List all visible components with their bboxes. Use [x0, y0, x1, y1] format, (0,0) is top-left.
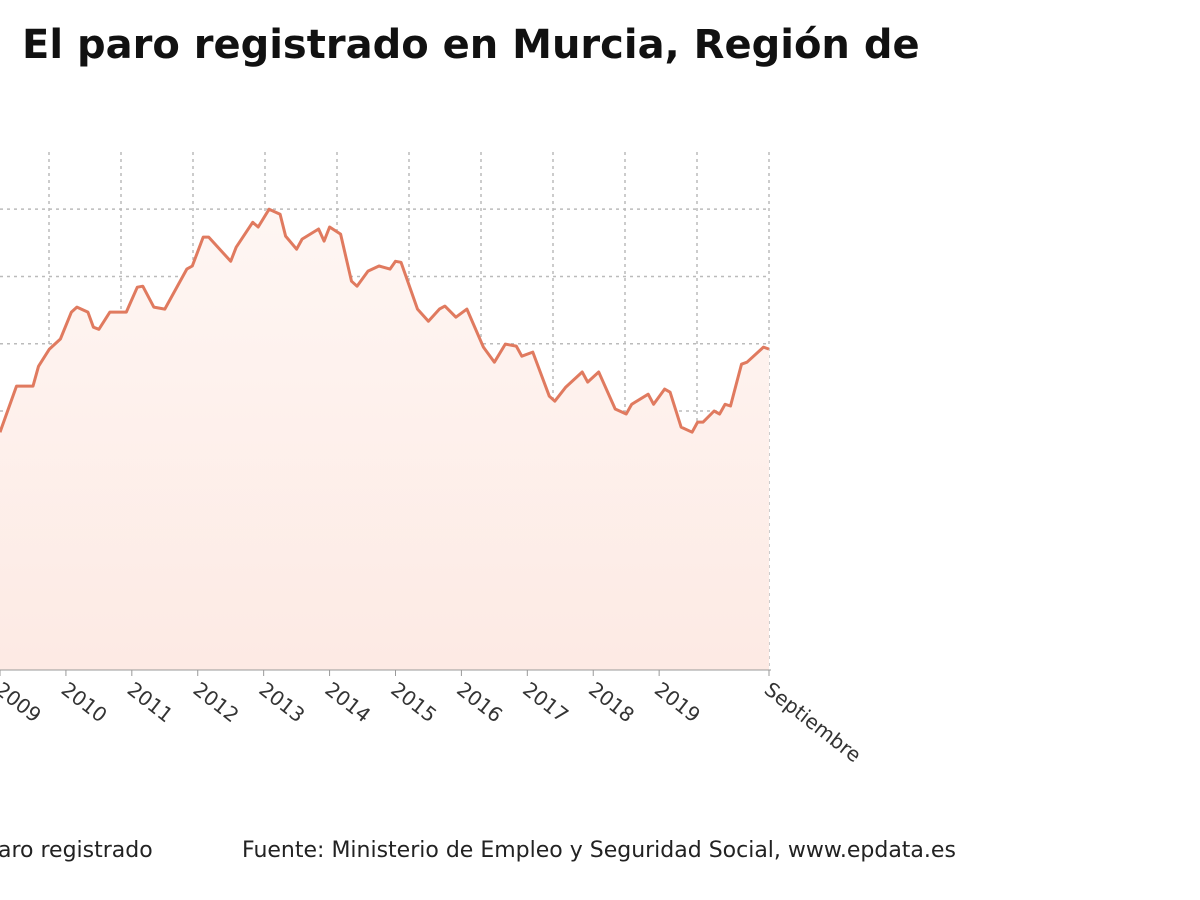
area-fill	[0, 209, 769, 670]
x-tick-label: 2019	[650, 677, 705, 727]
legend-label: aro registrado	[0, 838, 153, 863]
x-tick-label: 2014	[320, 677, 375, 727]
x-tick-label: Septiembre	[760, 677, 866, 767]
x-tick-label: 2010	[57, 677, 112, 727]
x-ticks: 2009 2010 2011 2012 2013 2014 2015 2016 2017 2018…	[0, 670, 866, 767]
x-tick-label: 2011	[123, 677, 178, 727]
x-tick-label: 2016	[452, 677, 507, 727]
x-tick-label: 2013	[255, 677, 310, 727]
x-tick-label: 2009	[0, 677, 46, 727]
x-tick-label: 2018	[584, 677, 639, 727]
chart-title: El paro registrado en Murcia, Región de	[22, 22, 920, 68]
x-tick-label: 2015	[386, 677, 441, 727]
x-tick-label: 2017	[518, 677, 573, 727]
source-note: Fuente: Ministerio de Empleo y Seguridad…	[242, 838, 956, 863]
x-tick-label: 2012	[189, 677, 244, 727]
series-line	[0, 207, 770, 434]
